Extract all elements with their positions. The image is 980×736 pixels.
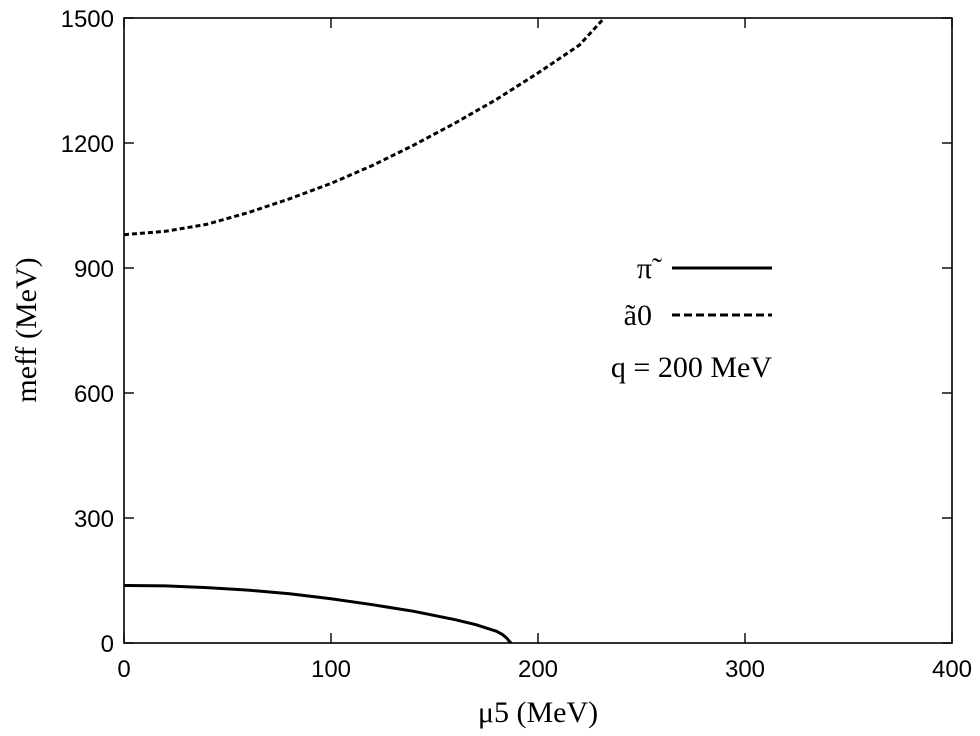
x-tick-label: 0 [117, 656, 130, 683]
legend-label-pi: π̃ [637, 252, 662, 285]
annotation-q: q = 200 MeV [611, 351, 772, 384]
y-tick-label: 1200 [61, 131, 114, 158]
x-tick-label: 300 [725, 656, 765, 683]
plot-frame [123, 17, 953, 644]
y-axis-label: meff (MeV) [10, 257, 43, 402]
y-tick-label: 0 [101, 631, 114, 658]
y-tick-label: 300 [74, 506, 114, 533]
x-axis-label: μ5 (MeV) [478, 696, 598, 729]
x-tick-label: 400 [932, 656, 972, 683]
legend-label-a0: ã0 [624, 299, 652, 332]
legend: π̃ ã0 q = 200 MeV [611, 252, 772, 384]
y-tick-label: 900 [74, 256, 114, 283]
series-line-a0 [123, 16, 606, 237]
ticks-layer: 0 100 200 300 400 0 300 600 900 1200 1500 [61, 6, 972, 683]
x-tick-label: 200 [518, 656, 558, 683]
series-line-pi [123, 584, 513, 645]
y-tick-label: 1500 [61, 6, 114, 33]
y-tick-label: 600 [74, 381, 114, 408]
x-tick-label: 100 [311, 656, 351, 683]
series-layer [123, 16, 606, 645]
